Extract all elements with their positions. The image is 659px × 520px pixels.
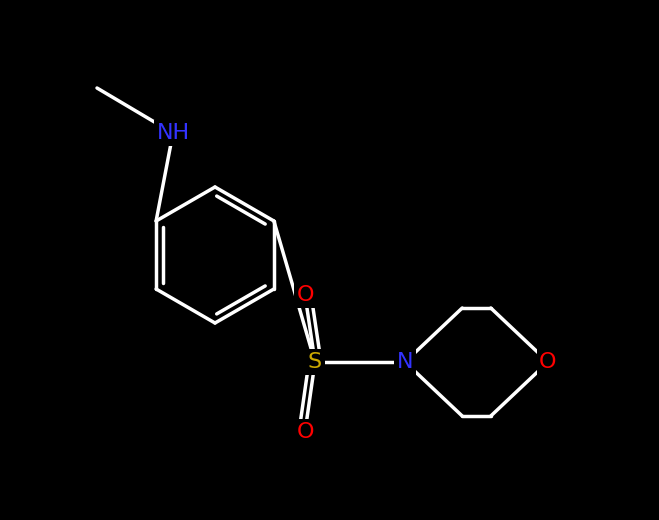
Text: O: O [297, 285, 314, 305]
Text: NH: NH [156, 123, 190, 143]
Text: S: S [308, 352, 322, 372]
Text: N: N [397, 352, 413, 372]
Text: O: O [297, 422, 314, 442]
Text: O: O [539, 352, 557, 372]
